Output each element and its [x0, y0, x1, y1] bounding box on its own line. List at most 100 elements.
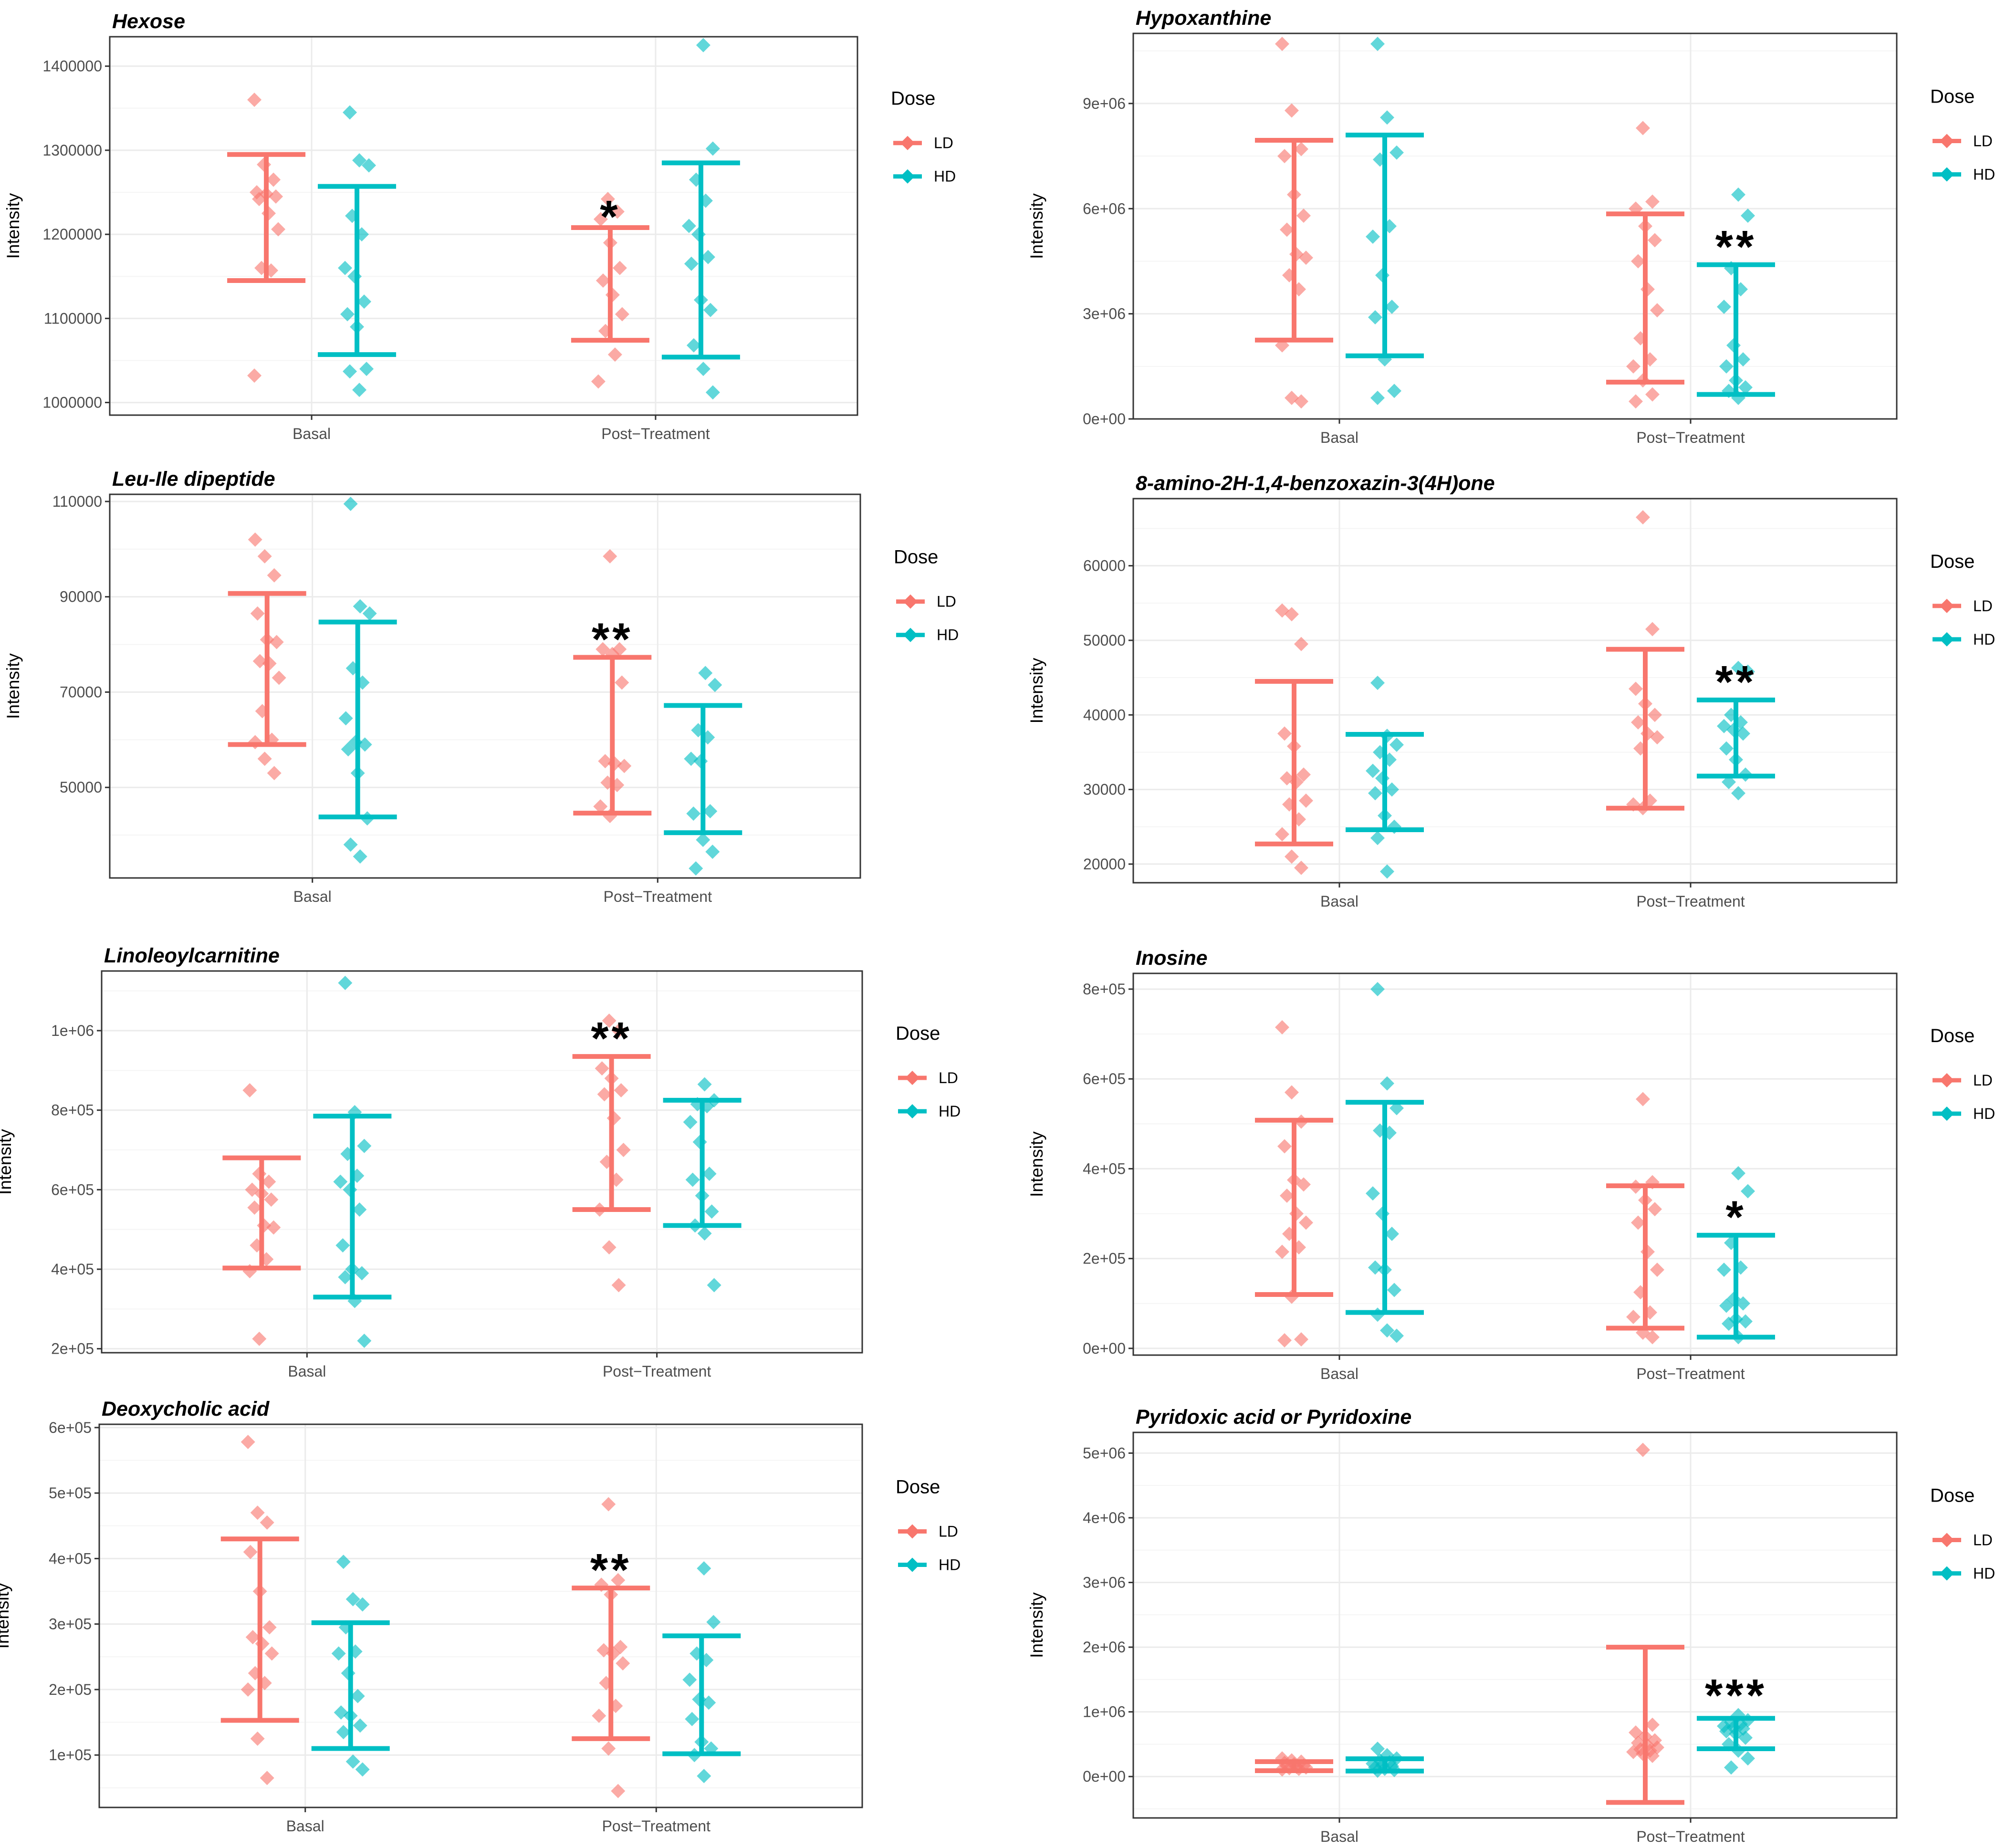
data-point-hd-post [697, 1226, 712, 1241]
error-bar-hd-post [1697, 1232, 1775, 1340]
data-point-ld-post [610, 204, 625, 219]
data-point-hd-basal [336, 1725, 351, 1740]
legend-key-diamond [905, 1524, 919, 1539]
data-point-ld-post [1648, 1202, 1662, 1217]
panel-title: 8-amino-2H-1,4-benzoxazin-3(4H)one [1136, 472, 1495, 495]
y-tick-label: 30000 [1083, 781, 1126, 798]
data-point-ld-post [1650, 1263, 1664, 1277]
panel-4: 20000 30000 40000 50000 60000 Basal Post−Treat… [1027, 472, 1995, 910]
panel-3: 50000 70000 90000 110000 Basal Post−Treatment… [3, 468, 959, 905]
panel-6: 0e+00 2e+05 4e+05 6e+05 8e+05 Basal Post−Treat… [1027, 947, 1995, 1382]
plot-background [1133, 1432, 1897, 1818]
x-tick-label: Basal [286, 1817, 324, 1835]
y-tick-label: 20000 [1083, 856, 1126, 873]
x-tick-label: Basal [1320, 1365, 1358, 1382]
error-bar-ld-basal [228, 591, 306, 747]
data-point-hd-post [1719, 741, 1734, 756]
legend: Dose LD HD [1930, 1025, 1995, 1122]
data-point-ld-post [591, 374, 606, 389]
y-axis-title: Intensity [3, 193, 23, 259]
legend-label-ld: LD [1973, 1531, 1993, 1548]
data-point-hd-post [684, 752, 699, 766]
plot-background [1133, 973, 1897, 1355]
data-point-hd-post [685, 1172, 700, 1187]
y-axis-title: Intensity [0, 1129, 15, 1195]
legend-key-diamond [905, 1071, 919, 1085]
data-point-hd-post [697, 1561, 711, 1576]
data-point-ld-post [596, 273, 610, 288]
error-bar-hd-basal [1346, 731, 1424, 833]
error-bar-ld-post [572, 1054, 651, 1212]
error-bar-ld-post [571, 225, 649, 343]
data-point-ld-basal [1280, 222, 1294, 237]
data-point-ld-post [1636, 121, 1650, 136]
data-point-hd-basal [353, 599, 367, 614]
data-point-ld-basal [1285, 607, 1299, 622]
data-point-hd-post [1719, 1298, 1734, 1313]
data-point-hd-basal [355, 1762, 370, 1777]
data-point-ld-post [598, 754, 613, 769]
legend-label-ld: LD [939, 1069, 958, 1086]
x-tick-label: Post−Treatment [1636, 893, 1745, 910]
data-point-ld-post [1645, 194, 1660, 209]
data-point-ld-basal [267, 568, 282, 583]
data-point-hd-post [1719, 359, 1734, 374]
plot-border [1132, 1431, 1898, 1819]
data-point-ld-basal [252, 1331, 267, 1346]
y-tick-label: 3e+06 [1083, 305, 1126, 323]
legend-label-hd: HD [939, 1103, 961, 1120]
data-point-ld-basal [260, 1515, 274, 1530]
data-point-ld-post [1626, 359, 1640, 374]
error-bar-ld-post [1606, 1183, 1684, 1331]
panel-2: 0e+00 3e+06 6e+06 9e+06 Basal Post−Treatment I… [1027, 7, 1995, 446]
data-point-hd-basal [362, 606, 377, 621]
plot-border [101, 970, 863, 1354]
data-point-hd-basal [338, 711, 353, 726]
data-point-hd-basal [338, 261, 353, 275]
data-point-hd-basal [1368, 1260, 1382, 1275]
data-point-hd-basal [357, 1138, 372, 1153]
legend-title: Dose [891, 88, 935, 109]
data-point-hd-post [1736, 1296, 1750, 1311]
data-point-ld-basal [271, 222, 286, 237]
y-tick-label: 1000000 [42, 394, 102, 411]
x-tick-label: Basal [1320, 1828, 1358, 1845]
data-point-hd-basal [345, 1592, 360, 1607]
data-point-ld-basal [1296, 1177, 1311, 1192]
data-point-hd-post [1741, 1751, 1755, 1766]
data-point-hd-post [697, 1077, 712, 1092]
data-point-ld-post [1629, 681, 1643, 696]
legend-label-hd: HD [934, 168, 956, 185]
panel-7: 1e+05 2e+05 3e+05 4e+05 5e+05 6e+05 Basal Post−… [0, 1398, 961, 1835]
data-point-hd-basal [352, 383, 367, 397]
data-point-ld-basal [247, 368, 262, 383]
error-bar-ld-post [572, 1586, 650, 1741]
data-point-ld-post [1631, 1215, 1645, 1230]
data-point-hd-post [689, 861, 703, 876]
significance-marker: ** [1715, 657, 1757, 708]
legend-key-diamond [903, 627, 918, 642]
data-point-ld-basal [260, 1771, 274, 1785]
data-point-ld-basal [242, 1083, 257, 1097]
panel-title: Hexose [112, 10, 185, 33]
data-point-ld-basal [245, 1630, 260, 1645]
error-bar-hd-post [661, 160, 740, 360]
legend-title: Dose [896, 1477, 940, 1498]
data-point-hd-basal [1370, 390, 1385, 405]
data-point-hd-basal [359, 362, 374, 376]
data-point-hd-post [1731, 187, 1745, 202]
y-axis-title: Intensity [1027, 658, 1046, 723]
data-point-ld-basal [272, 670, 286, 685]
y-tick-label: 0e+00 [1083, 1340, 1126, 1357]
data-point-ld-post [602, 1240, 616, 1255]
data-point-hd-basal [1380, 1323, 1394, 1338]
data-point-hd-post [705, 141, 720, 156]
error-bar-hd-post [663, 1097, 742, 1228]
plot-background [99, 1424, 862, 1807]
legend-label-ld: LD [937, 593, 956, 610]
significance-marker: *** [1705, 1670, 1767, 1721]
data-point-ld-basal [1277, 149, 1292, 164]
data-point-ld-post [1636, 1092, 1650, 1107]
panel-title: Linoleoylcarnitine [104, 944, 280, 967]
